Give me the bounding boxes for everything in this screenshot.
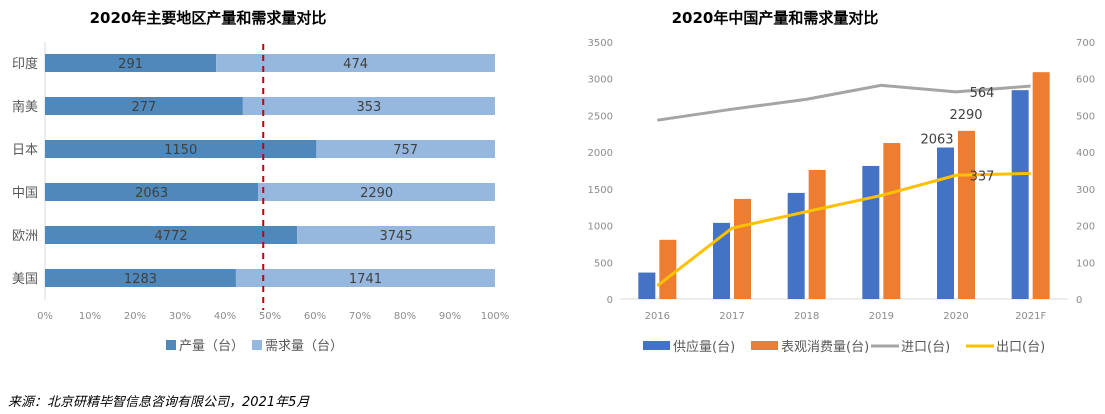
bar-demand bbox=[235, 269, 496, 287]
line-import bbox=[657, 83, 1031, 122]
bar-demand bbox=[258, 183, 495, 201]
bar-production bbox=[45, 97, 243, 115]
category-label: 美国 bbox=[12, 272, 38, 287]
bar-supply bbox=[862, 165, 880, 299]
legend-swatch bbox=[166, 340, 176, 350]
y-right-tick-label: 100 bbox=[1076, 258, 1095, 269]
chart-title: 2020年中国产量和需求量对比 bbox=[672, 9, 879, 27]
data-label-demand: 474 bbox=[343, 57, 368, 72]
category-label: 印度 bbox=[12, 56, 38, 72]
legend-swatch bbox=[252, 340, 262, 350]
x-tick-label: 2020 bbox=[943, 311, 968, 322]
x-tick-label: 90% bbox=[439, 311, 461, 322]
bar-consumption bbox=[883, 143, 901, 299]
x-tick-label: 2019 bbox=[869, 311, 894, 322]
category-label: 欧洲 bbox=[12, 229, 38, 244]
legend-label: 产量（台） bbox=[179, 339, 244, 354]
data-label-demand: 1741 bbox=[349, 272, 382, 287]
data-label-production: 2063 bbox=[135, 186, 168, 201]
bar-production bbox=[45, 226, 298, 244]
y-left-tick-label: 2500 bbox=[588, 111, 613, 122]
category-label: 南美 bbox=[12, 99, 38, 115]
bar-consumption bbox=[1032, 72, 1050, 300]
y-right-tick-label: 600 bbox=[1076, 75, 1095, 86]
bar-consumption bbox=[808, 169, 826, 299]
y-left-tick-label: 0 bbox=[607, 295, 613, 306]
y-left-tick-label: 500 bbox=[594, 258, 613, 269]
x-tick-label: 0% bbox=[37, 311, 53, 322]
legend-swatch bbox=[643, 341, 670, 350]
data-label: 2063 bbox=[920, 133, 953, 148]
y-left-tick-label: 3000 bbox=[588, 75, 613, 86]
y-right-tick-label: 400 bbox=[1076, 148, 1095, 159]
bar-production bbox=[45, 54, 217, 72]
y-left-tick-label: 3500 bbox=[588, 38, 613, 49]
y-left-tick-label: 1000 bbox=[588, 222, 613, 233]
data-label-production: 291 bbox=[118, 57, 143, 72]
bar-demand bbox=[216, 54, 496, 72]
x-tick-label: 20% bbox=[124, 311, 146, 322]
data-label-production: 1283 bbox=[124, 272, 157, 287]
data-label-demand: 3745 bbox=[380, 229, 413, 244]
bar-production bbox=[45, 269, 236, 287]
y-right-tick-label: 0 bbox=[1076, 295, 1082, 306]
bar-demand bbox=[242, 97, 495, 115]
bar-demand bbox=[297, 226, 495, 244]
x-tick-label: 2017 bbox=[719, 311, 744, 322]
bar-demand bbox=[316, 140, 495, 158]
data-label: 564 bbox=[970, 86, 995, 101]
y-right-tick-label: 700 bbox=[1076, 38, 1095, 49]
bar-supply bbox=[638, 272, 656, 299]
x-tick-label: 50% bbox=[259, 311, 281, 322]
x-tick-label: 30% bbox=[169, 311, 191, 322]
category-label: 日本 bbox=[12, 143, 38, 158]
legend-label: 表观消费量(台) bbox=[781, 340, 869, 355]
legend-swatch bbox=[751, 341, 778, 350]
legend-label: 供应量(台) bbox=[673, 339, 735, 355]
bar-consumption bbox=[659, 239, 677, 299]
x-tick-label: 2016 bbox=[645, 311, 670, 322]
x-tick-label: 60% bbox=[304, 311, 326, 322]
y-left-tick-label: 1500 bbox=[588, 185, 613, 196]
data-label-production: 4772 bbox=[155, 229, 188, 244]
data-label: 2290 bbox=[949, 108, 982, 123]
x-tick-label: 100% bbox=[481, 311, 510, 322]
category-label: 中国 bbox=[12, 186, 38, 201]
bar-supply bbox=[787, 192, 805, 299]
x-tick-label: 40% bbox=[214, 311, 236, 322]
legend-label: 进口(台) bbox=[901, 340, 950, 355]
x-tick-label: 10% bbox=[79, 311, 101, 322]
data-label-production: 1150 bbox=[164, 143, 197, 158]
data-label-production: 277 bbox=[132, 100, 157, 115]
legend-label: 出口(台) bbox=[996, 340, 1045, 355]
bar-consumption bbox=[958, 130, 975, 299]
bar-production bbox=[45, 140, 317, 158]
y-left-tick-label: 2000 bbox=[588, 148, 613, 159]
bar-supply bbox=[713, 222, 730, 299]
bar-supply bbox=[937, 147, 954, 299]
bar-consumption bbox=[734, 198, 751, 299]
y-right-tick-label: 200 bbox=[1076, 222, 1095, 233]
bar-supply bbox=[1011, 90, 1029, 299]
data-label-demand: 2290 bbox=[360, 186, 393, 201]
data-label: 337 bbox=[970, 169, 995, 184]
x-tick-label: 2018 bbox=[794, 311, 819, 322]
line-export bbox=[656, 171, 1031, 287]
bar-production bbox=[45, 183, 259, 201]
y-right-tick-label: 300 bbox=[1076, 185, 1095, 196]
x-tick-label: 70% bbox=[349, 311, 371, 322]
data-label-demand: 757 bbox=[393, 143, 418, 158]
data-label-demand: 353 bbox=[357, 100, 382, 115]
chart-title: 2020年主要地区产量和需求量对比 bbox=[90, 9, 327, 27]
y-right-tick-label: 500 bbox=[1076, 111, 1095, 122]
source-note: 来源：北京研精毕智信息咨询有限公司，2021年5月 bbox=[8, 395, 310, 410]
x-tick-label: 80% bbox=[394, 311, 416, 322]
x-tick-label: 2021F bbox=[1015, 311, 1046, 322]
legend-label: 需求量（台） bbox=[265, 339, 343, 354]
